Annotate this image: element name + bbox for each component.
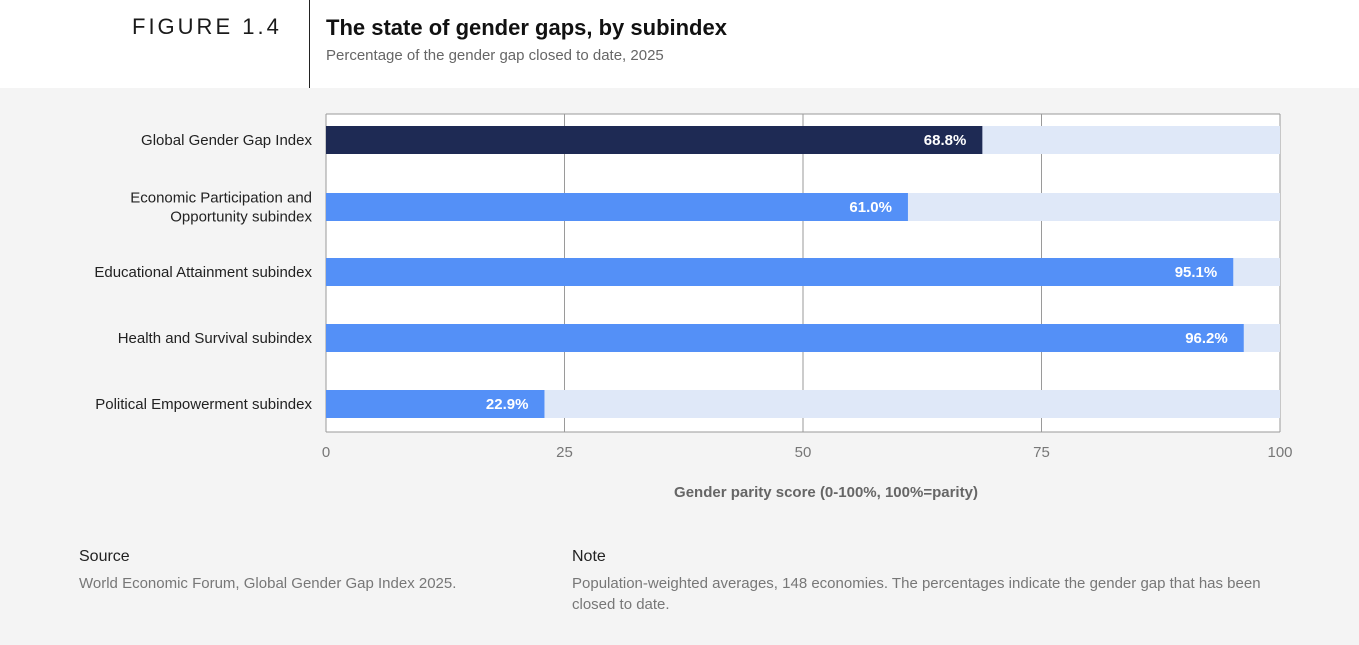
bar	[326, 193, 908, 221]
bar	[326, 324, 1244, 352]
bar-chart: 68.8% Global Gender Gap Index 61.0% Economi…	[94, 113, 1293, 501]
bar-value-label: 61.0%	[849, 199, 892, 216]
x-axis-label: Gender parity score (0-100%, 100%=parity…	[674, 484, 978, 501]
x-tick-label: 25	[556, 444, 573, 461]
x-tick-label: 0	[322, 444, 330, 461]
bar-value-label: 95.1%	[1175, 264, 1218, 281]
category-label: Global Gender Gap Index	[141, 132, 312, 149]
bar-value-label: 68.8%	[924, 132, 967, 149]
bar	[326, 258, 1234, 286]
source-text: World Economic Forum, Global Gender Gap …	[79, 575, 457, 592]
bar	[326, 126, 983, 154]
category-label: Educational Attainment subindex	[94, 264, 312, 281]
source-heading: Source	[79, 548, 130, 565]
chart-subtitle: Percentage of the gender gap closed to d…	[326, 47, 664, 64]
bar-value-label: 96.2%	[1185, 330, 1228, 347]
header-divider	[309, 0, 310, 88]
x-tick-label: 75	[1033, 444, 1050, 461]
category-label: Economic Participation and	[130, 190, 312, 207]
note-text: Population-weighted averages, 148 econom…	[572, 575, 1261, 613]
category-label: Health and Survival subindex	[118, 330, 313, 347]
category-label: Opportunity subindex	[170, 209, 312, 226]
x-tick-label: 100	[1267, 444, 1292, 461]
category-label: Political Empowerment subindex	[95, 396, 312, 413]
bar-value-label: 22.9%	[486, 396, 529, 413]
note-heading: Note	[572, 548, 606, 565]
bar	[326, 390, 545, 418]
figure-label: FIGURE 1.4	[132, 14, 282, 39]
x-tick-label: 50	[795, 444, 812, 461]
chart-title: The state of gender gaps, by subindex	[326, 15, 727, 40]
figure-header: FIGURE 1.4 The state of gender gaps, by …	[0, 0, 1359, 88]
